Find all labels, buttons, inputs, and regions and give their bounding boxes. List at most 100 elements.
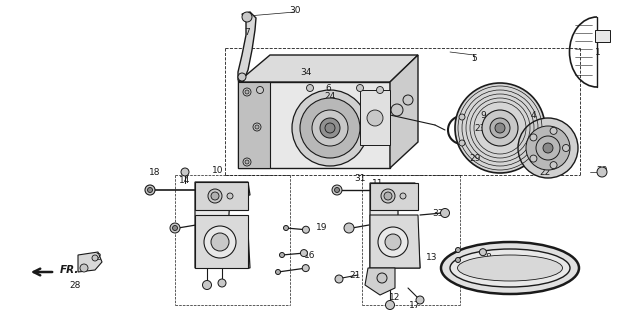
Circle shape	[256, 86, 264, 93]
Circle shape	[459, 140, 465, 146]
Text: 23: 23	[474, 124, 486, 132]
Text: 12: 12	[389, 293, 401, 302]
Circle shape	[284, 226, 289, 230]
Circle shape	[243, 158, 251, 166]
Circle shape	[253, 123, 261, 131]
Circle shape	[377, 273, 387, 283]
Circle shape	[218, 279, 226, 287]
Text: 26: 26	[199, 247, 211, 257]
Circle shape	[292, 90, 368, 166]
Text: 19: 19	[316, 223, 328, 233]
Circle shape	[301, 250, 308, 257]
Circle shape	[204, 226, 236, 258]
Circle shape	[208, 189, 222, 203]
Circle shape	[385, 234, 401, 250]
Text: 25: 25	[402, 247, 414, 257]
Text: 28: 28	[69, 281, 81, 290]
Circle shape	[312, 110, 348, 146]
Ellipse shape	[450, 249, 570, 287]
Ellipse shape	[458, 255, 562, 281]
Text: 34: 34	[300, 68, 312, 76]
Polygon shape	[238, 82, 270, 168]
Polygon shape	[195, 182, 250, 268]
Circle shape	[243, 88, 251, 96]
Circle shape	[562, 145, 569, 151]
Circle shape	[416, 296, 424, 304]
Polygon shape	[390, 55, 418, 168]
Polygon shape	[595, 30, 610, 42]
Circle shape	[381, 189, 395, 203]
Polygon shape	[370, 183, 418, 210]
Circle shape	[202, 281, 211, 290]
Circle shape	[325, 123, 335, 133]
Circle shape	[148, 188, 152, 193]
Polygon shape	[360, 90, 390, 145]
Circle shape	[335, 275, 343, 283]
Text: 6: 6	[325, 84, 331, 92]
Text: FR.: FR.	[60, 265, 79, 275]
Circle shape	[306, 84, 314, 92]
Circle shape	[367, 110, 383, 126]
Circle shape	[238, 73, 246, 81]
Circle shape	[479, 249, 486, 256]
Circle shape	[302, 265, 309, 272]
Circle shape	[173, 226, 178, 230]
Circle shape	[80, 264, 88, 272]
Text: 8: 8	[485, 253, 491, 262]
Text: 29: 29	[469, 154, 481, 163]
Circle shape	[356, 84, 364, 92]
Circle shape	[403, 95, 413, 105]
Circle shape	[530, 134, 537, 141]
Text: 14: 14	[179, 175, 191, 185]
Circle shape	[170, 223, 180, 233]
Text: 22: 22	[539, 167, 551, 177]
Circle shape	[378, 227, 408, 257]
Polygon shape	[78, 252, 102, 272]
Text: 18: 18	[149, 167, 161, 177]
Ellipse shape	[441, 242, 579, 294]
Text: 5: 5	[471, 53, 477, 62]
Text: 1: 1	[595, 47, 601, 57]
Text: 7: 7	[244, 28, 250, 36]
Polygon shape	[238, 12, 256, 82]
Circle shape	[279, 252, 284, 258]
Circle shape	[145, 185, 155, 195]
Circle shape	[276, 269, 281, 275]
Polygon shape	[195, 215, 248, 268]
Circle shape	[482, 110, 518, 146]
Text: 33: 33	[432, 209, 444, 218]
Polygon shape	[238, 55, 418, 82]
Text: 4: 4	[530, 110, 536, 119]
Circle shape	[456, 258, 461, 262]
Circle shape	[482, 258, 489, 265]
Polygon shape	[370, 215, 420, 268]
Polygon shape	[238, 82, 390, 168]
Polygon shape	[370, 183, 420, 268]
Text: 31: 31	[354, 173, 366, 182]
Text: 16: 16	[304, 251, 316, 260]
Circle shape	[92, 255, 98, 261]
Text: 32: 32	[196, 220, 208, 229]
Text: 15: 15	[342, 125, 354, 134]
Text: 17: 17	[409, 300, 421, 309]
Circle shape	[550, 162, 557, 169]
Circle shape	[518, 118, 578, 178]
Polygon shape	[365, 268, 395, 295]
Circle shape	[543, 143, 553, 153]
Circle shape	[495, 123, 505, 133]
Circle shape	[456, 247, 461, 252]
Circle shape	[441, 209, 449, 218]
Text: 30: 30	[289, 5, 301, 14]
Circle shape	[550, 127, 557, 134]
Circle shape	[211, 233, 229, 251]
Circle shape	[332, 185, 342, 195]
Circle shape	[386, 300, 394, 309]
Circle shape	[242, 12, 252, 22]
Circle shape	[181, 168, 189, 176]
Circle shape	[597, 167, 607, 177]
Text: 10: 10	[213, 165, 224, 174]
Circle shape	[490, 118, 510, 138]
Circle shape	[400, 193, 406, 199]
Circle shape	[384, 192, 392, 200]
Circle shape	[211, 192, 219, 200]
